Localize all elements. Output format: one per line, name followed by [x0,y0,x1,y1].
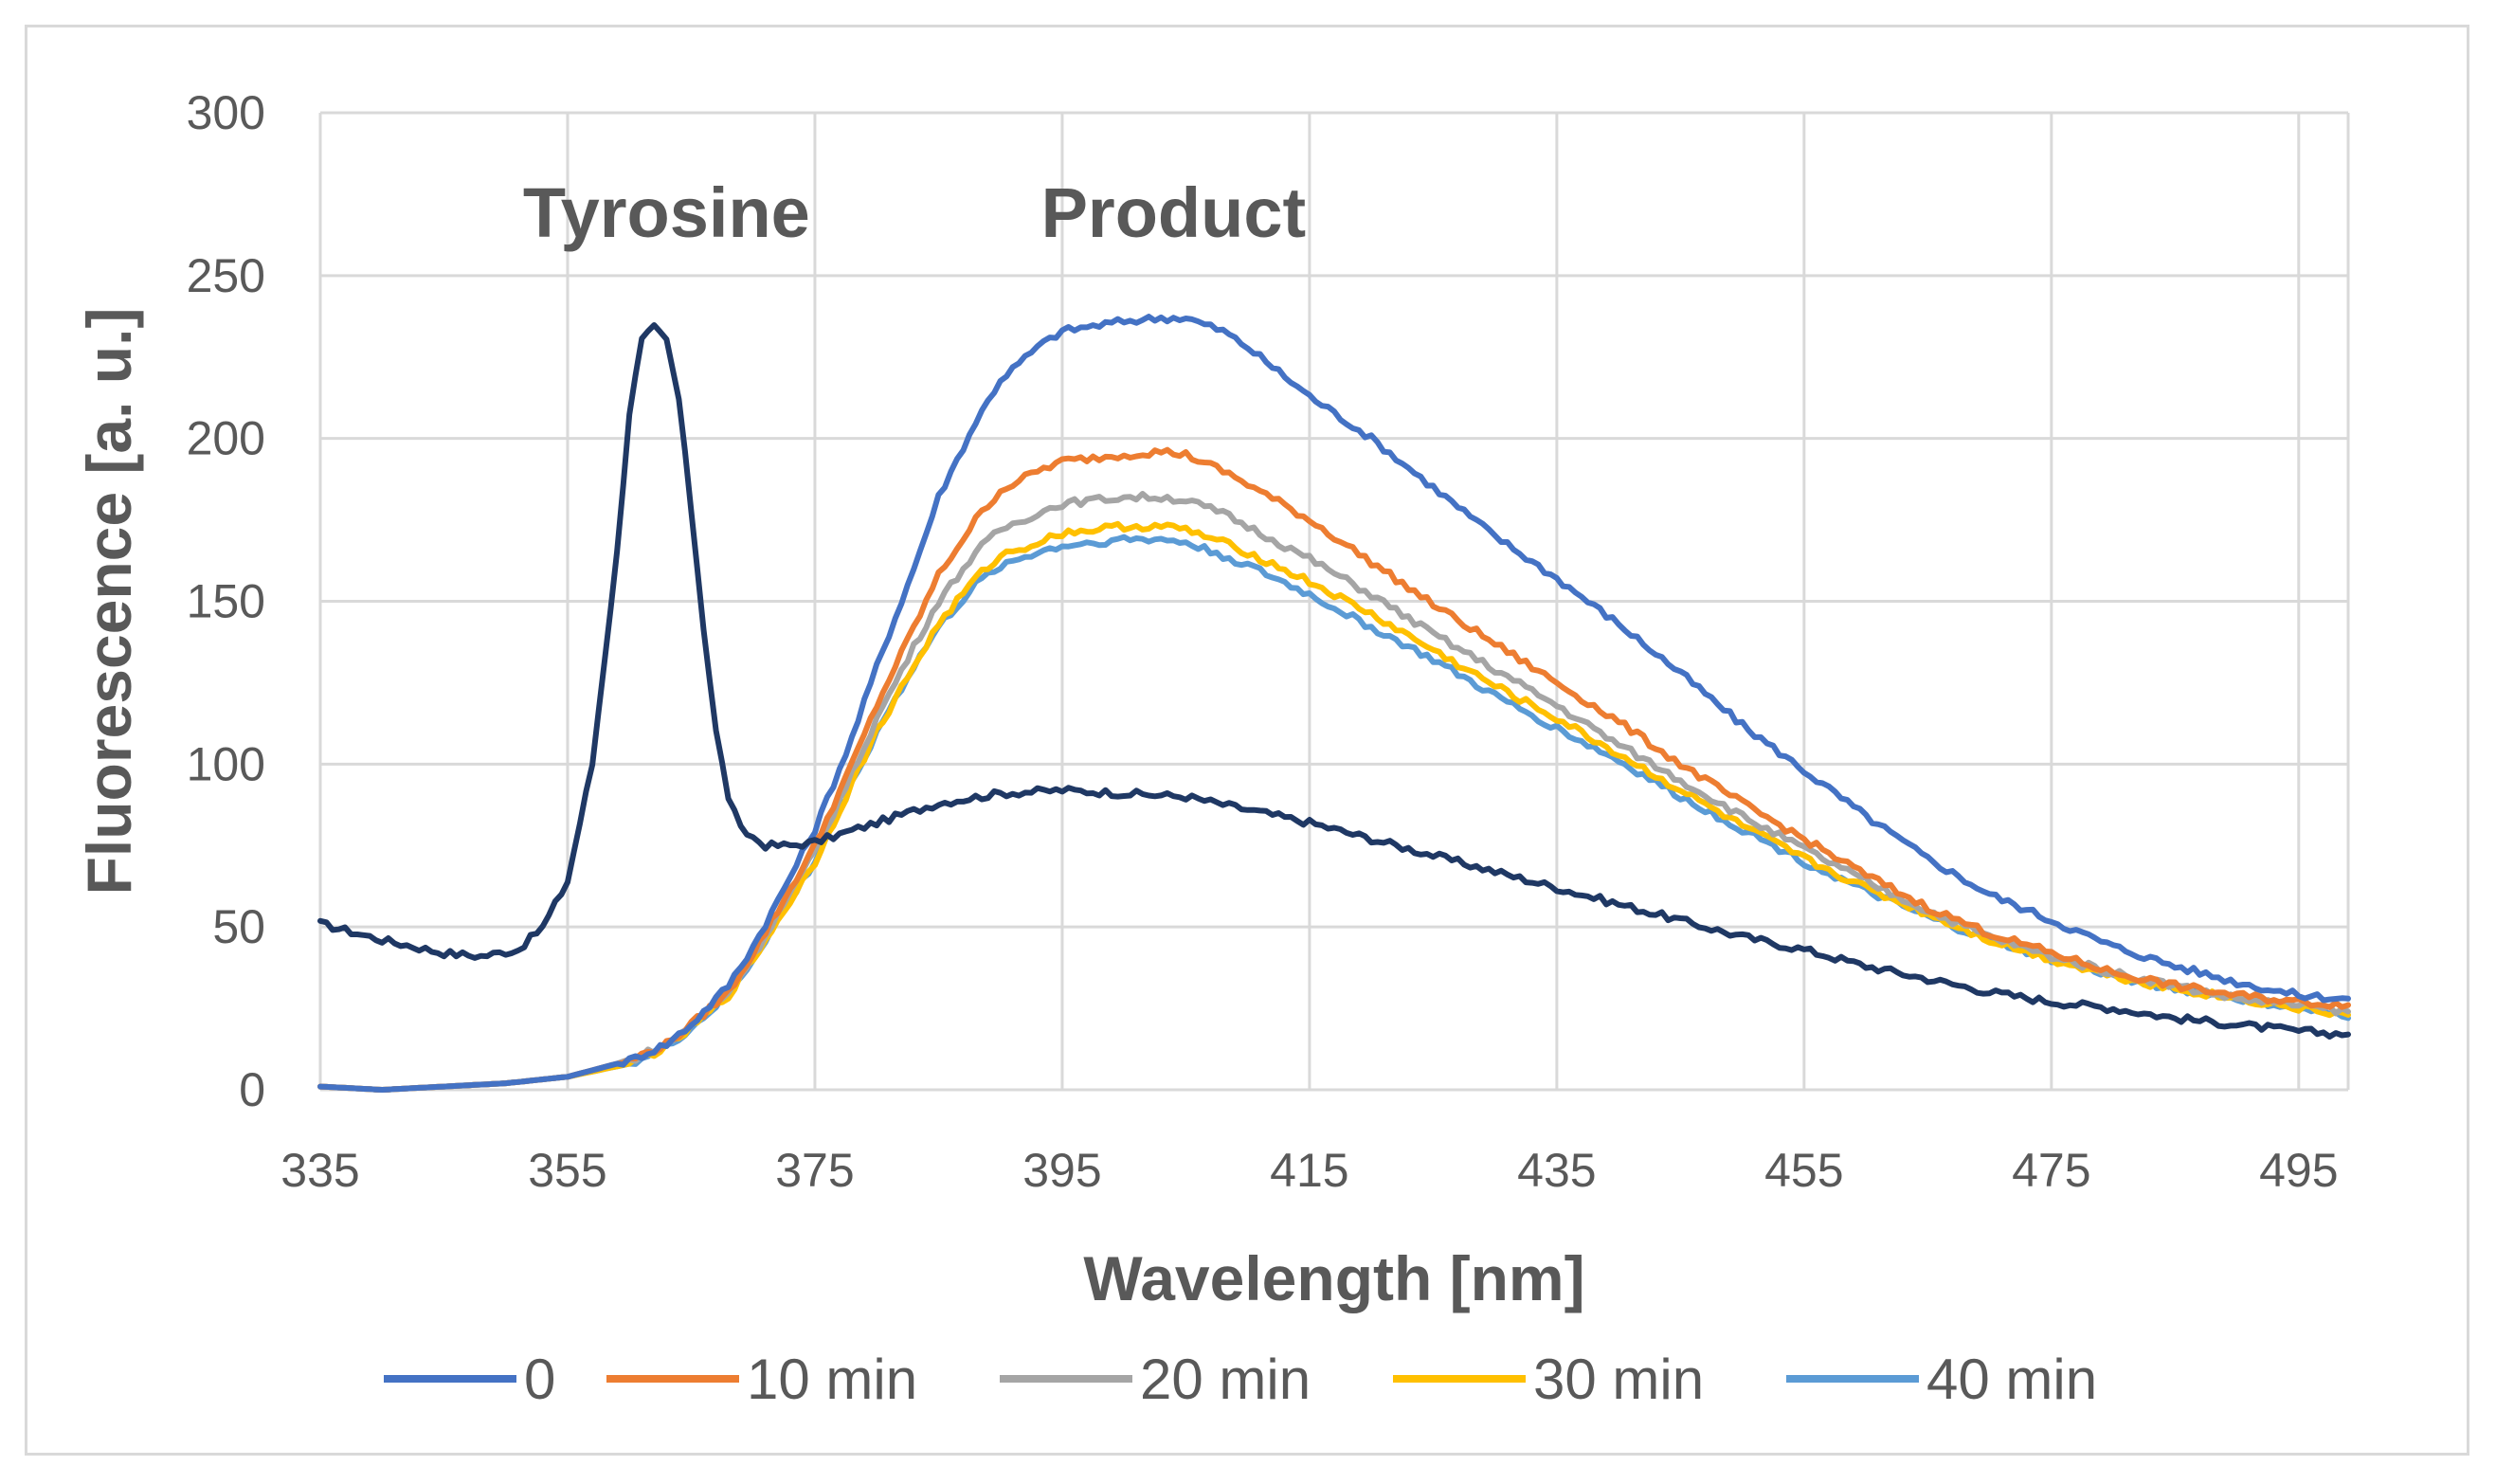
x-tick-label: 435 [1517,1144,1596,1197]
series-line-5 [317,534,2351,1093]
x-axis-title: Wavelength [nm] [1083,1243,1584,1313]
series-line-0 [317,322,2351,1040]
y-tick-label: 200 [187,412,265,465]
legend-label: 30 min [1533,1348,1704,1411]
x-tick-label: 415 [1270,1144,1348,1197]
grid [318,111,2350,1092]
y-tick-label: 150 [187,575,265,628]
x-tick-label: 335 [280,1144,359,1197]
x-tick-label: 395 [1022,1144,1101,1197]
y-tick-label: 300 [187,86,265,139]
chart-frame [25,25,2469,1456]
legend: 0 10 min 20 min 30 min 40 min [384,1348,2097,1411]
x-tick-label: 375 [775,1144,854,1197]
y-axis-title: Fluorescence [a. u.] [74,308,144,896]
series-lines [317,314,2351,1093]
annotation-product: Product [1041,173,1307,252]
y-tick-label: 250 [187,249,265,302]
legend-label: 20 min [1140,1348,1311,1411]
y-tick-label: 50 [212,900,265,953]
legend-label: 40 min [1926,1348,2097,1411]
x-tick-label: 475 [2012,1144,2090,1197]
x-tick-label: 495 [2259,1144,2338,1197]
x-tick-label: 455 [1764,1144,1843,1197]
legend-label: 10 min [747,1348,917,1411]
y-tick-label: 100 [187,737,265,790]
tick-labels: 0 50 100 150 200 250 300 335 355 375 395 415 435 455 4… [187,86,2339,1197]
legend-label: 0 [524,1348,555,1411]
series-line-1 [317,314,2351,1093]
series-line-2 [317,446,2351,1093]
annotation-tyrosine: Tyrosine [523,173,810,252]
x-tick-label: 355 [528,1144,606,1197]
y-tick-label: 0 [239,1063,265,1116]
